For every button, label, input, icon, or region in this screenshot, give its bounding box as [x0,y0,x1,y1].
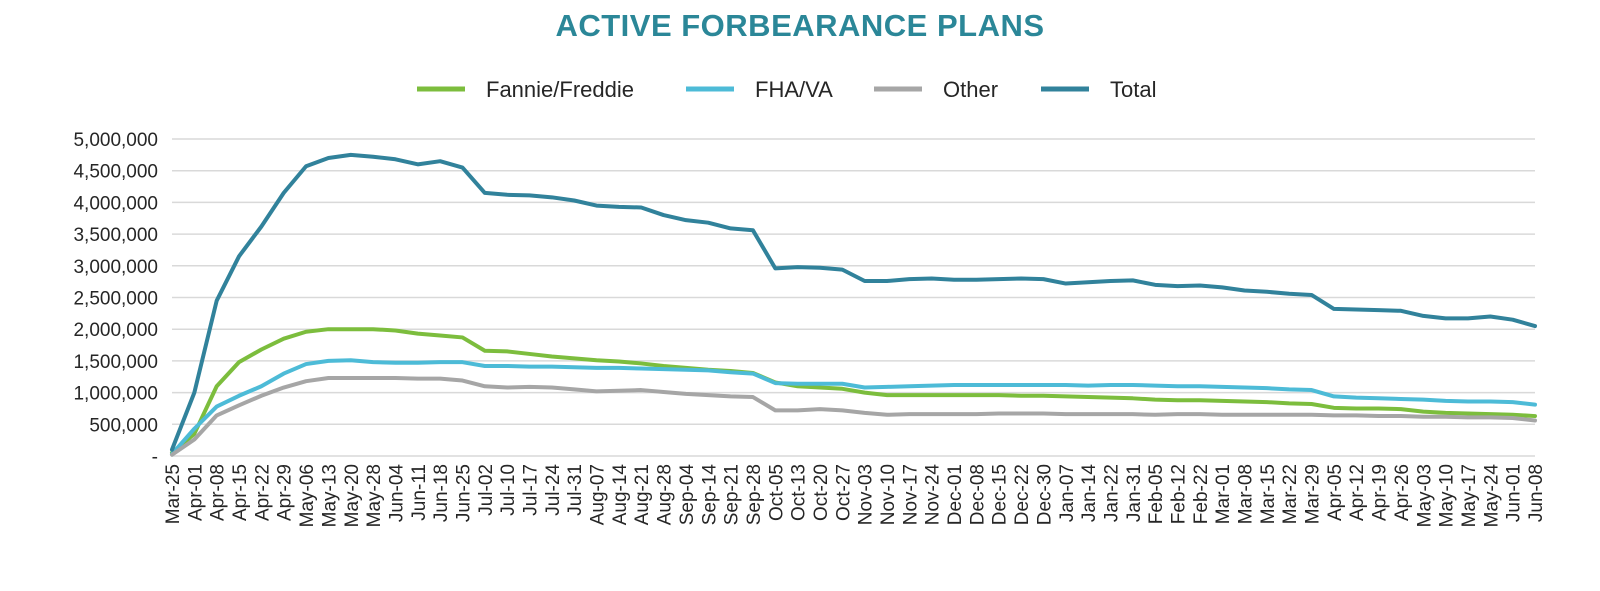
x-tick-label: Mar-29 [1303,464,1324,524]
x-tick-label: May-24 [1481,464,1502,528]
x-tick-label: Apr-08 [208,464,229,521]
x-tick-label: Oct-27 [833,464,854,521]
x-tick-label: Aug-07 [588,464,609,525]
x-tick-label: Nov-24 [923,464,944,526]
x-tick-label: Dec-15 [990,464,1011,525]
x-tick-label: Apr-12 [1347,464,1368,521]
legend-label: FHA/VA [755,77,833,102]
x-tick-label: Mar-22 [1280,464,1301,524]
x-tick-label: Apr-26 [1392,464,1413,521]
y-tick-label: 5,000,000 [73,130,158,151]
x-tick-label: Apr-19 [1370,464,1391,521]
legend-label: Other [943,77,998,102]
x-tick-label: Sep-21 [722,464,743,525]
y-tick-label: 4,000,000 [73,193,158,214]
x-tick-label: Apr-15 [230,464,251,521]
x-tick-label: Apr-22 [252,464,273,521]
x-tick-label: Jul-02 [476,464,497,516]
x-tick-label: Jun-11 [409,464,430,521]
x-tick-label: Jul-17 [521,464,542,516]
series-line-total [170,152,1537,452]
legend: Fannie/Freddie FHA/VA Other Total [417,77,1156,102]
x-tick-label: Feb-22 [1191,464,1212,524]
x-tick-label: Nov-17 [900,464,921,525]
x-tick-label: May-03 [1414,464,1435,527]
legend-label: Fannie/Freddie [486,77,634,102]
y-tick-label: 3,500,000 [73,225,158,246]
y-tick-label: 1,000,000 [73,384,158,405]
y-axis-ticks: - 500,000 1,000,000 1,500,000 2,000,000 2,500… [73,130,158,468]
y-tick-label: 4,500,000 [73,162,158,183]
x-tick-label: Dec-30 [1034,464,1055,525]
series-lines [170,152,1537,457]
legend-label: Total [1110,77,1156,102]
x-tick-label: May-13 [319,464,340,527]
x-tick-label: Jan-31 [1124,464,1145,522]
series-line-fha-va [170,358,1537,457]
x-tick-label: May-06 [297,464,318,527]
y-tick-label: 3,000,000 [73,257,158,278]
x-tick-label: Sep-28 [744,464,765,525]
x-tick-label: Dec-01 [945,464,966,525]
x-tick-label: Mar-08 [1236,464,1257,524]
x-tick-label: Jun-18 [431,464,452,522]
y-tick-label: 500,000 [89,415,158,436]
x-tick-label: Jun-25 [453,464,474,522]
chart-title: ACTIVE FORBEARANCE PLANS [555,8,1045,43]
x-tick-label: Aug-21 [632,464,653,525]
x-tick-label: Mar-25 [163,464,184,524]
x-tick-label: Sep-04 [677,464,698,526]
x-tick-label: Aug-28 [655,464,676,525]
x-tick-label: Dec-08 [967,464,988,525]
x-tick-label: Jan-14 [1079,464,1100,523]
x-tick-label: Mar-15 [1258,464,1279,524]
x-tick-label: Jan-22 [1101,464,1122,522]
x-tick-label: Oct-13 [789,464,810,521]
x-tick-label: Jun-08 [1526,464,1547,522]
x-axis-ticks: Mar-25 Apr-01 Apr-08 Apr-15 Apr-22 Apr-29 May-… [163,464,1547,528]
series-line-fannie-freddie [170,327,1537,455]
y-tick-label: - [152,447,158,468]
x-tick-label: Jun-01 [1504,464,1525,522]
x-tick-label: May-28 [364,464,385,527]
x-tick-label: Sep-14 [699,464,720,526]
x-tick-label: Aug-14 [610,464,631,526]
x-tick-label: Mar-01 [1213,464,1234,524]
y-tick-label: 2,000,000 [73,320,158,341]
x-tick-label: Jul-24 [543,464,564,516]
x-tick-label: May-10 [1437,464,1458,527]
x-tick-label: May-20 [342,464,363,527]
x-tick-label: Jul-10 [498,464,519,516]
x-tick-label: Nov-10 [878,464,899,525]
x-tick-label: Feb-05 [1146,464,1167,524]
x-tick-label: Oct-20 [811,464,832,521]
series-line-other [170,376,1537,457]
x-tick-label: Apr-29 [275,464,296,521]
x-tick-label: Apr-05 [1325,464,1346,521]
y-tick-label: 1,500,000 [73,352,158,373]
x-tick-label: Jul-31 [565,464,586,516]
x-tick-label: Feb-12 [1168,464,1189,524]
x-tick-label: May-17 [1459,464,1480,527]
y-tick-label: 2,500,000 [73,289,158,310]
x-tick-label: Jan-07 [1057,464,1078,522]
x-tick-label: Dec-22 [1012,464,1033,525]
x-tick-label: Apr-01 [185,464,206,521]
x-tick-label: Oct-05 [766,464,787,521]
x-tick-label: Jun-04 [386,464,407,523]
x-tick-label: Nov-03 [856,464,877,525]
